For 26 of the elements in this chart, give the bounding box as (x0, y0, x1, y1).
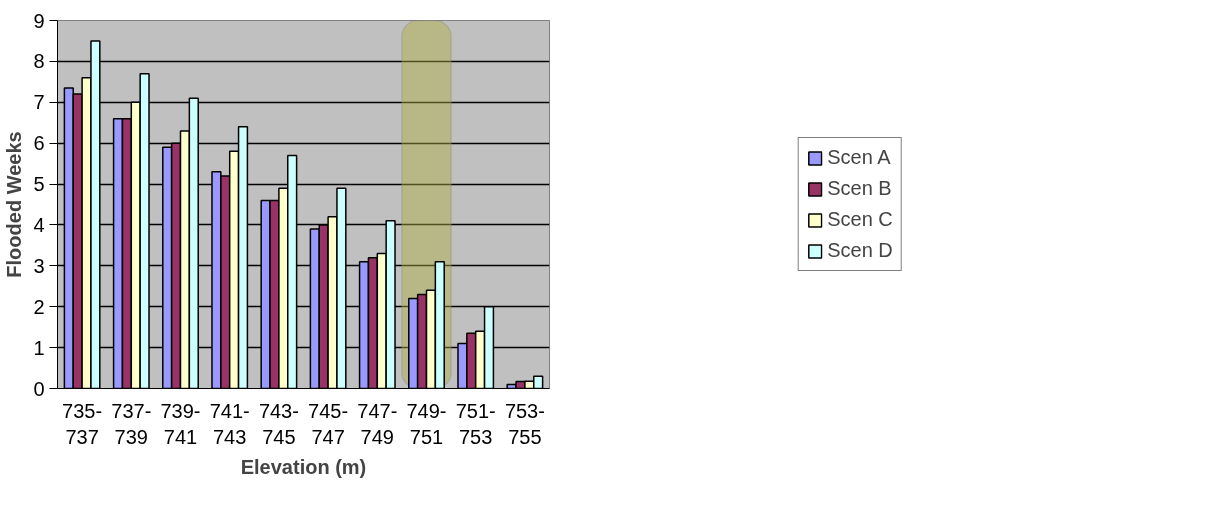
y-tick-label: 5 (33, 173, 45, 196)
x-tick-label: 747-749 (357, 399, 398, 448)
y-tick-label: 0 (33, 377, 45, 400)
x-tick-label: 737-739 (111, 399, 152, 448)
y-tick-label: 6 (33, 132, 45, 155)
y-axis-title: Flooded Weeks (3, 131, 26, 278)
x-tick-label: 749-751 (406, 399, 447, 448)
y-tick-label: 4 (33, 213, 45, 236)
x-tick-label: 739-741 (160, 399, 201, 448)
x-tick-label: 735-737 (62, 399, 103, 448)
legend-label: Scen B (827, 177, 892, 200)
y-tick-label: 2 (33, 295, 45, 318)
legend-label: Scen D (827, 239, 893, 262)
y-tick-label: 1 (33, 336, 45, 359)
y-tick-label: 8 (33, 50, 45, 73)
legend-label: Scen C (827, 208, 893, 231)
x-tick-label: 753-755 (504, 399, 545, 448)
x-tick-label: 741-743 (209, 399, 250, 448)
x-tick-label: 751-753 (455, 399, 496, 448)
y-tick-label: 9 (33, 9, 45, 32)
legend-label: Scen A (827, 146, 891, 169)
y-tick-label: 3 (33, 254, 45, 277)
x-tick-label: 745-747 (308, 399, 349, 448)
x-tick-label: 743-745 (258, 399, 299, 448)
y-tick-label: 7 (33, 91, 45, 114)
x-axis-title: Elevation (m) (240, 455, 367, 478)
